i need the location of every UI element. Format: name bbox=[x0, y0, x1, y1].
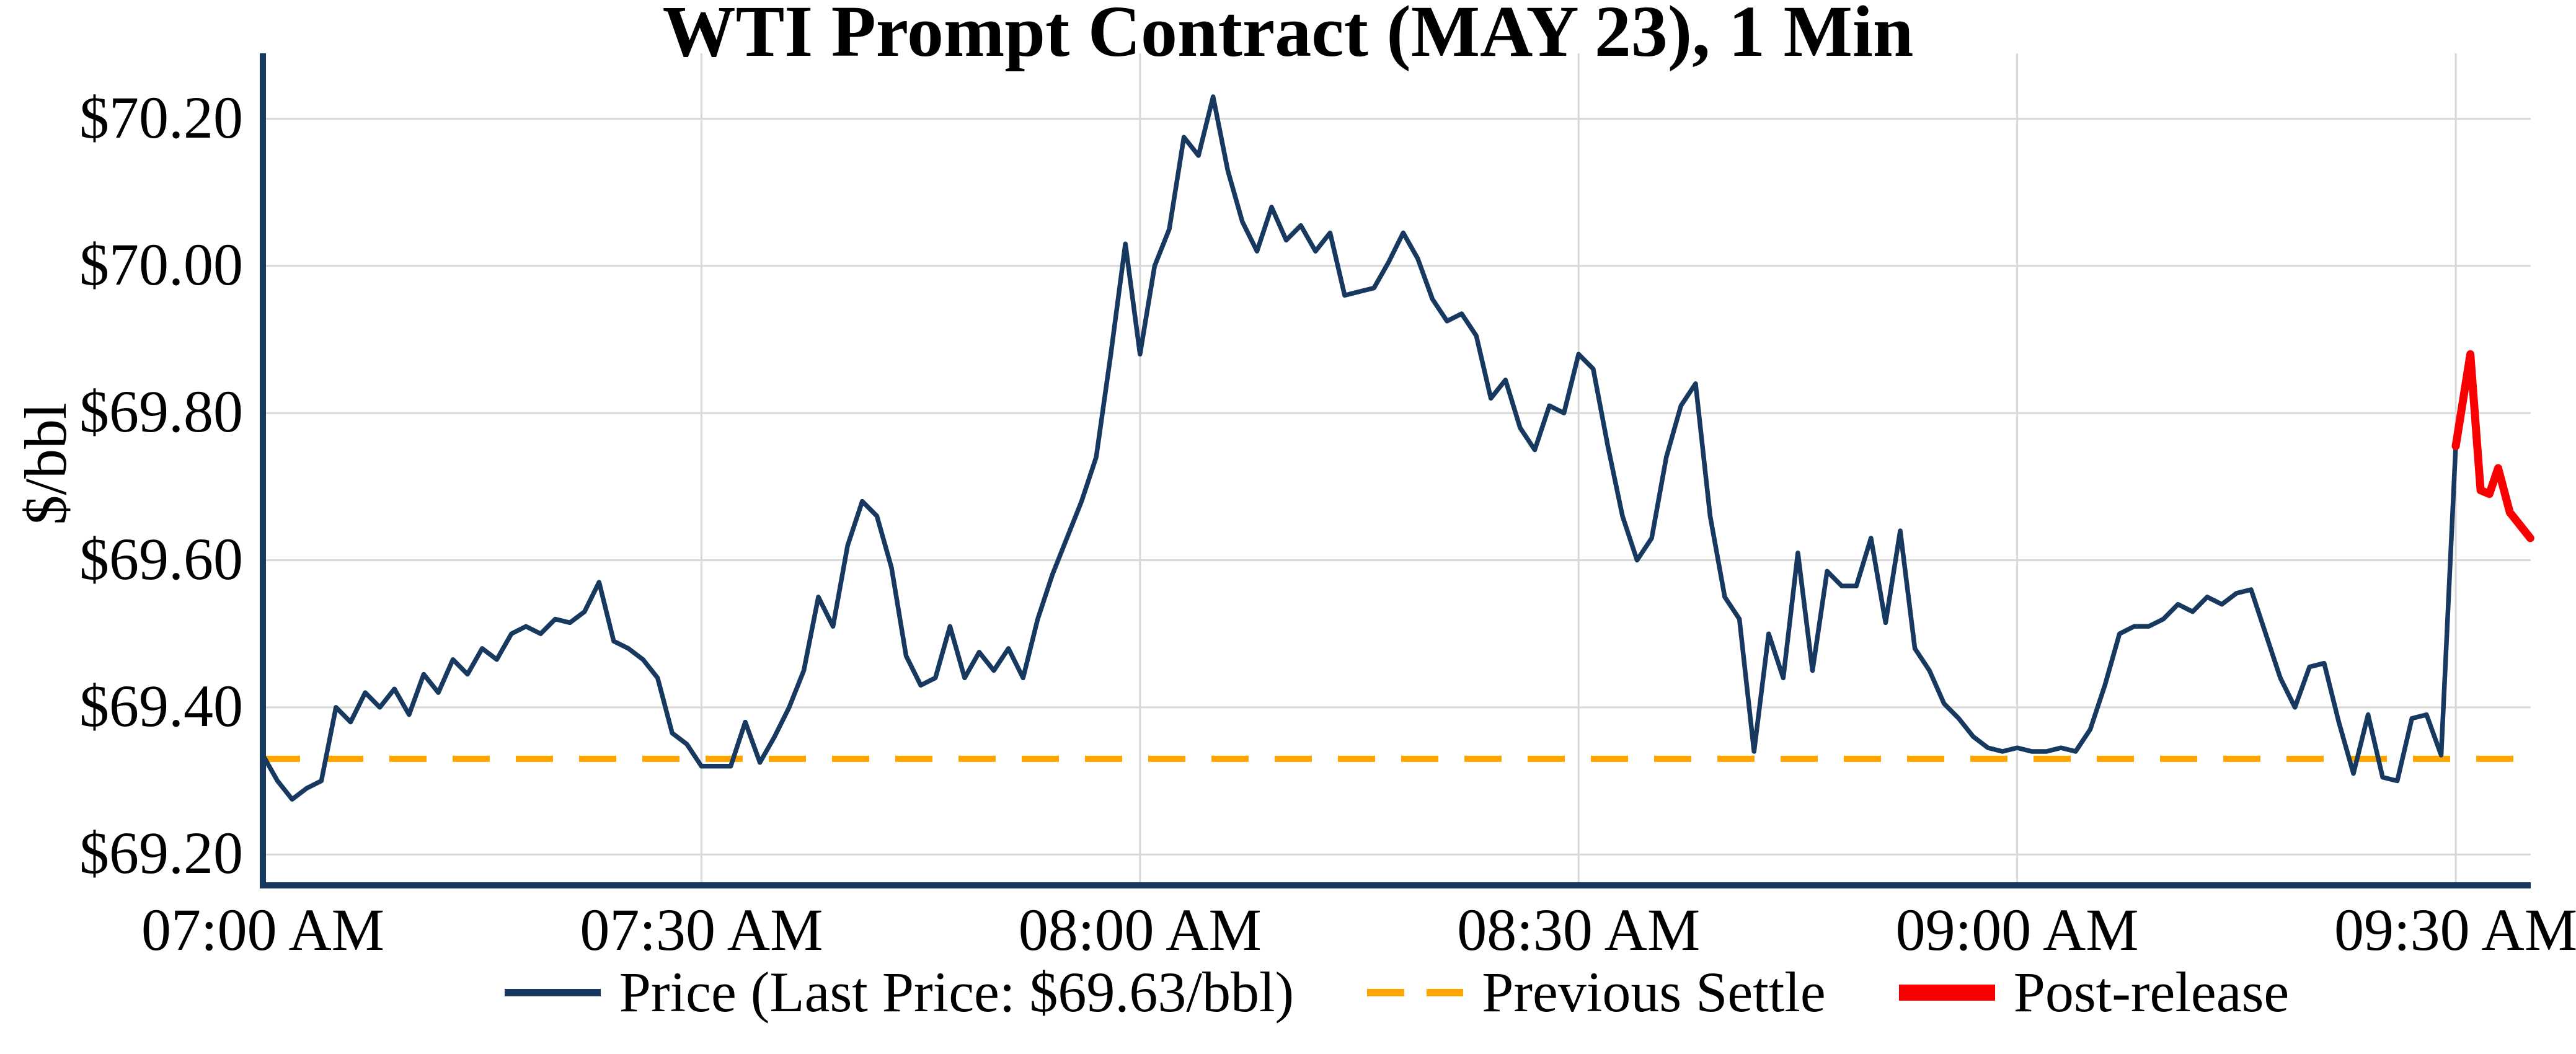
x-tick-label: 07:00 AM bbox=[141, 897, 385, 963]
y-tick-label: $69.80 bbox=[79, 378, 243, 445]
x-tick-label: 09:00 AM bbox=[1895, 897, 2139, 963]
legend-item-post-release: Post-release bbox=[1898, 960, 2290, 1025]
legend-item-price: Price (Last Price: $69.63/bbl) bbox=[504, 960, 1295, 1025]
previous-settle-dashed-swatch-icon bbox=[1367, 988, 1464, 996]
price-line bbox=[260, 94, 2458, 802]
post-release-line bbox=[2451, 350, 2534, 542]
y-tick-label: $69.40 bbox=[79, 672, 243, 739]
post-release-line-swatch-icon bbox=[1898, 984, 1995, 1001]
x-tick-label: 07:30 AM bbox=[580, 897, 823, 963]
legend-label-price: Price (Last Price: $69.63/bbl) bbox=[619, 960, 1295, 1024]
x-tick-label: 08:30 AM bbox=[1457, 897, 1701, 963]
chart-title: WTI Prompt Contract (MAY 23), 1 Min bbox=[662, 0, 1914, 72]
x-tick-label: 09:30 AM bbox=[2334, 897, 2576, 963]
y-tick-label: $70.20 bbox=[79, 84, 243, 151]
legend: Price (Last Price: $69.63/bbl) Previous … bbox=[263, 960, 2531, 1025]
legend-label-post-release: Post-release bbox=[2013, 960, 2290, 1024]
legend-item-previous-settle: Previous Settle bbox=[1367, 960, 1826, 1025]
price-line-swatch-icon bbox=[504, 988, 601, 996]
x-tick-label: 08:00 AM bbox=[1018, 897, 1262, 963]
y-tick-label: $70.00 bbox=[79, 231, 243, 298]
y-tick-label: $69.60 bbox=[79, 525, 243, 592]
legend-label-previous-settle: Previous Settle bbox=[1482, 960, 1826, 1024]
y-tick-label: $69.20 bbox=[79, 820, 243, 887]
